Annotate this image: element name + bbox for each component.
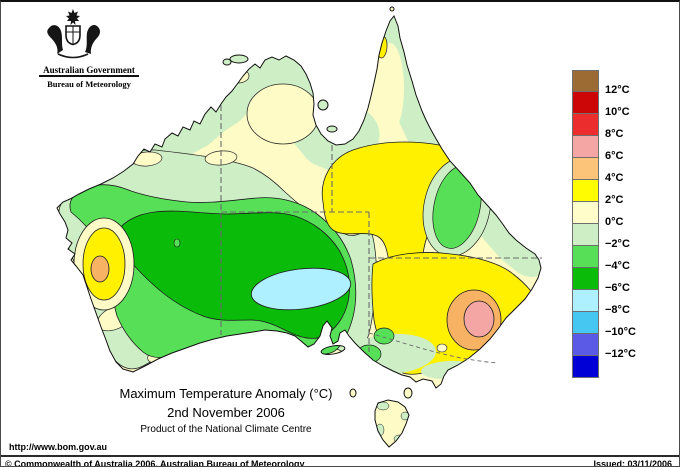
map-product: Product of the National Climate Centre bbox=[140, 424, 312, 435]
legend-swatch bbox=[572, 158, 599, 180]
legend-swatch bbox=[572, 356, 599, 378]
government-title: Australian Government bbox=[37, 60, 141, 78]
map-date: 2nd November 2006 bbox=[167, 405, 285, 420]
legend-label: 10°C bbox=[605, 106, 630, 118]
footer-divider bbox=[1, 455, 679, 457]
issued-date: Issued: 03/11/2006 bbox=[593, 459, 672, 467]
legend-swatch bbox=[572, 224, 599, 246]
bureau-name: Bureau of Meteorology bbox=[47, 79, 131, 89]
legend-label: −8°C bbox=[605, 304, 630, 316]
copyright-text: © Commonwealth of Australia 2006, Austra… bbox=[5, 459, 305, 467]
legend-label: 2°C bbox=[605, 194, 624, 206]
legend-label: 12°C bbox=[605, 84, 630, 96]
legend-label: −6°C bbox=[605, 282, 630, 294]
legend-label: −2°C bbox=[605, 238, 630, 250]
tasmania-outline bbox=[374, 399, 410, 448]
government-name: Australian Government bbox=[43, 65, 135, 75]
legend-swatch bbox=[572, 334, 599, 356]
legend-swatch bbox=[572, 180, 599, 202]
legend-swatch bbox=[572, 268, 599, 290]
legend-swatches bbox=[572, 70, 599, 378]
header-divider bbox=[39, 75, 139, 77]
coat-of-arms-icon bbox=[47, 9, 100, 59]
legend-label: −4°C bbox=[605, 260, 630, 272]
map-title: Maximum Temperature Anomaly (°C) bbox=[119, 386, 333, 401]
state-borders bbox=[220, 105, 542, 364]
map-titles: Maximum Temperature Anomaly (°C) 2nd Nov… bbox=[96, 386, 356, 436]
legend-swatch bbox=[572, 246, 599, 268]
legend-labels: 12°C 10°C 8°C 6°C 4°C 2°C 0°C −2°C −4°C −6°C −8°C −… bbox=[605, 70, 653, 390]
region-pale-cyan bbox=[250, 267, 352, 311]
legend-swatch bbox=[572, 202, 599, 224]
legend-swatch bbox=[572, 92, 599, 114]
legend-swatch bbox=[572, 136, 599, 158]
legend-label: 6°C bbox=[605, 150, 624, 162]
legend-swatch bbox=[572, 290, 599, 312]
legend-label: −10°C bbox=[605, 326, 637, 338]
legend-label: −12°C bbox=[605, 348, 637, 360]
region-nsw-pink bbox=[463, 300, 495, 338]
coastline bbox=[56, 6, 542, 448]
legend-swatch bbox=[572, 312, 599, 334]
australia-anomaly-map bbox=[56, 6, 542, 448]
legend-label: 8°C bbox=[605, 128, 624, 140]
legend-label: 4°C bbox=[605, 172, 624, 184]
legend-label: 0°C bbox=[605, 216, 624, 228]
legend-swatch bbox=[572, 114, 599, 136]
bom-url: http://www.bom.gov.au bbox=[9, 442, 107, 452]
legend-swatch bbox=[572, 70, 599, 92]
